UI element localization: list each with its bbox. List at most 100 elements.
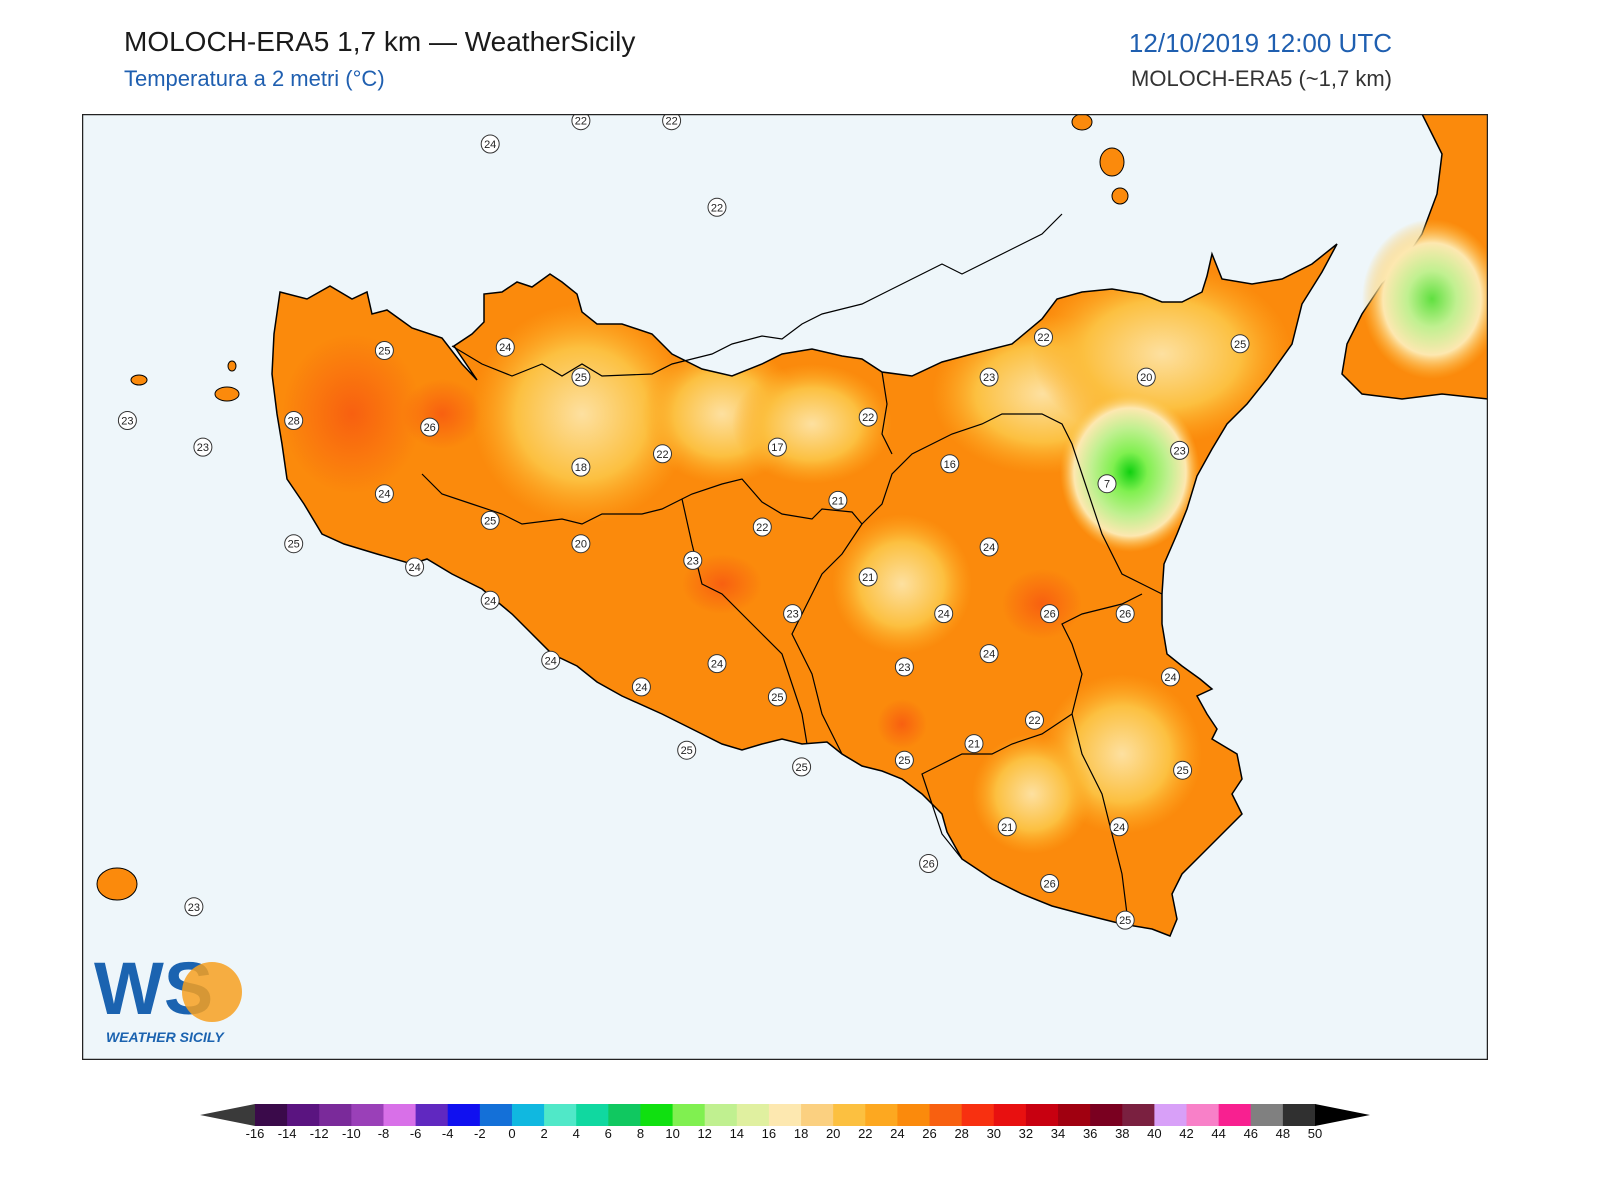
station-value: 23 xyxy=(983,372,995,384)
station-label: 24 xyxy=(934,604,954,624)
station-label: 22 xyxy=(707,197,727,217)
station-label: 26 xyxy=(919,854,939,873)
colorbar-cell xyxy=(961,1104,995,1126)
station-label: 25 xyxy=(767,687,787,707)
station-value: 24 xyxy=(545,655,557,667)
station-value: 21 xyxy=(832,495,844,507)
station-label: 23 xyxy=(184,897,204,917)
station-label: 25 xyxy=(374,341,394,360)
station-label: 24 xyxy=(405,557,425,577)
station-value: 23 xyxy=(687,555,699,567)
station-labels: 22 24 22 22 25 24 25 23 23 28 26 24 25 25 24 24 24 20 18 22… xyxy=(117,114,1250,930)
station-value: 25 xyxy=(288,539,300,551)
colorbar-tick-label: 48 xyxy=(1276,1126,1290,1140)
station-label: 22 xyxy=(571,114,591,131)
station-label: 18 xyxy=(571,457,591,477)
colorbar-cell xyxy=(1122,1104,1155,1126)
colorbar-cell xyxy=(608,1104,641,1126)
station-value: 24 xyxy=(378,489,390,501)
station-label: 20 xyxy=(571,534,591,554)
station-label: 24 xyxy=(374,484,394,504)
station-value: 25 xyxy=(1119,915,1131,927)
colorbar-cell xyxy=(929,1104,963,1126)
colorbar-tick-label: -4 xyxy=(442,1126,454,1140)
station-label: 24 xyxy=(1109,817,1129,837)
colorbar-cell xyxy=(383,1104,417,1126)
station-label: 25 xyxy=(1173,760,1193,780)
station-label: 7 xyxy=(1097,474,1117,494)
station-value: 22 xyxy=(862,412,874,424)
station-label: 25 xyxy=(284,534,304,554)
station-value: 22 xyxy=(1037,332,1049,344)
station-value: 26 xyxy=(1119,609,1131,621)
colorbar-cell xyxy=(287,1104,320,1126)
station-value: 25 xyxy=(1176,765,1188,777)
colorbar-cell xyxy=(897,1104,931,1126)
station-value: 24 xyxy=(635,682,647,694)
colorbar-tick-label: 44 xyxy=(1211,1126,1225,1140)
colorbar-min-arrow xyxy=(200,1104,255,1126)
egadi-islands xyxy=(130,360,240,402)
station-value: 25 xyxy=(484,515,496,527)
colorbar-cell xyxy=(801,1104,834,1126)
colorbar-tick-label: 24 xyxy=(890,1126,904,1140)
colorbar-tick-label: 20 xyxy=(826,1126,840,1140)
station-value: 24 xyxy=(711,659,723,671)
station-value: 22 xyxy=(575,116,587,128)
model-name: MOLOCH-ERA5 (~1,7 km) xyxy=(1131,66,1392,91)
map-subtitle: Temperatura a 2 metri (°C) xyxy=(124,66,385,91)
pantelleria-island xyxy=(96,867,138,901)
colorbar-tick-label: 34 xyxy=(1051,1126,1065,1140)
station-label: 17 xyxy=(767,437,787,457)
station-label: 23 xyxy=(979,367,999,387)
station-label: 24 xyxy=(541,650,561,670)
station-value: 24 xyxy=(983,542,995,554)
station-label: 23 xyxy=(894,657,914,677)
station-value: 17 xyxy=(771,442,783,454)
station-label: 25 xyxy=(1115,910,1135,930)
station-value: 25 xyxy=(1234,339,1246,351)
colorbar-tick-label: 2 xyxy=(540,1126,547,1140)
station-label: 22 xyxy=(1025,710,1044,730)
colorbar-cell xyxy=(1250,1104,1284,1126)
station-value: 25 xyxy=(575,372,587,384)
station-value: 21 xyxy=(968,739,980,751)
station-label: 24 xyxy=(631,677,651,697)
colorbar-tick-label: 4 xyxy=(573,1126,580,1140)
station-value: 24 xyxy=(499,342,511,354)
station-value: 7 xyxy=(1104,479,1110,491)
colorbar-cell xyxy=(768,1104,802,1126)
station-label: 21 xyxy=(828,490,848,510)
colorbar-cell xyxy=(511,1104,545,1126)
station-label: 25 xyxy=(792,757,812,777)
station-label: 24 xyxy=(979,537,999,557)
station-label: 23 xyxy=(683,550,703,570)
station-value: 23 xyxy=(121,416,133,428)
station-value: 25 xyxy=(378,346,390,358)
colorbar-tick-label: 32 xyxy=(1019,1126,1033,1140)
station-label: 23 xyxy=(783,604,803,624)
colorbar-cell xyxy=(415,1104,449,1126)
station-label: 25 xyxy=(571,367,591,387)
station-value: 26 xyxy=(424,422,436,434)
colorbar-max-arrow xyxy=(1315,1104,1370,1126)
colorbar-cell xyxy=(1154,1104,1188,1126)
station-value: 23 xyxy=(188,902,200,914)
station-label: 25 xyxy=(480,510,500,530)
colorbar-cell xyxy=(479,1104,513,1126)
colorbar-cell xyxy=(672,1104,706,1126)
colorbar-cell xyxy=(640,1104,674,1126)
colorbar-cell xyxy=(704,1104,738,1126)
station-value: 20 xyxy=(575,539,587,551)
colorbar-tick-label: -14 xyxy=(278,1126,297,1140)
weather-sicily-logo: WS . WEATHER SICILY xyxy=(94,947,242,1045)
station-label: 22 xyxy=(752,517,772,537)
colorbar-tick-label: 36 xyxy=(1083,1126,1097,1140)
station-value: 26 xyxy=(1043,609,1055,621)
colorbar-cell xyxy=(1025,1104,1059,1126)
station-label: 25 xyxy=(1230,334,1250,354)
station-value: 23 xyxy=(1173,445,1185,457)
station-label: 28 xyxy=(284,411,304,430)
station-label: 22 xyxy=(1034,327,1053,347)
colorbar-tick-label: 42 xyxy=(1179,1126,1193,1140)
